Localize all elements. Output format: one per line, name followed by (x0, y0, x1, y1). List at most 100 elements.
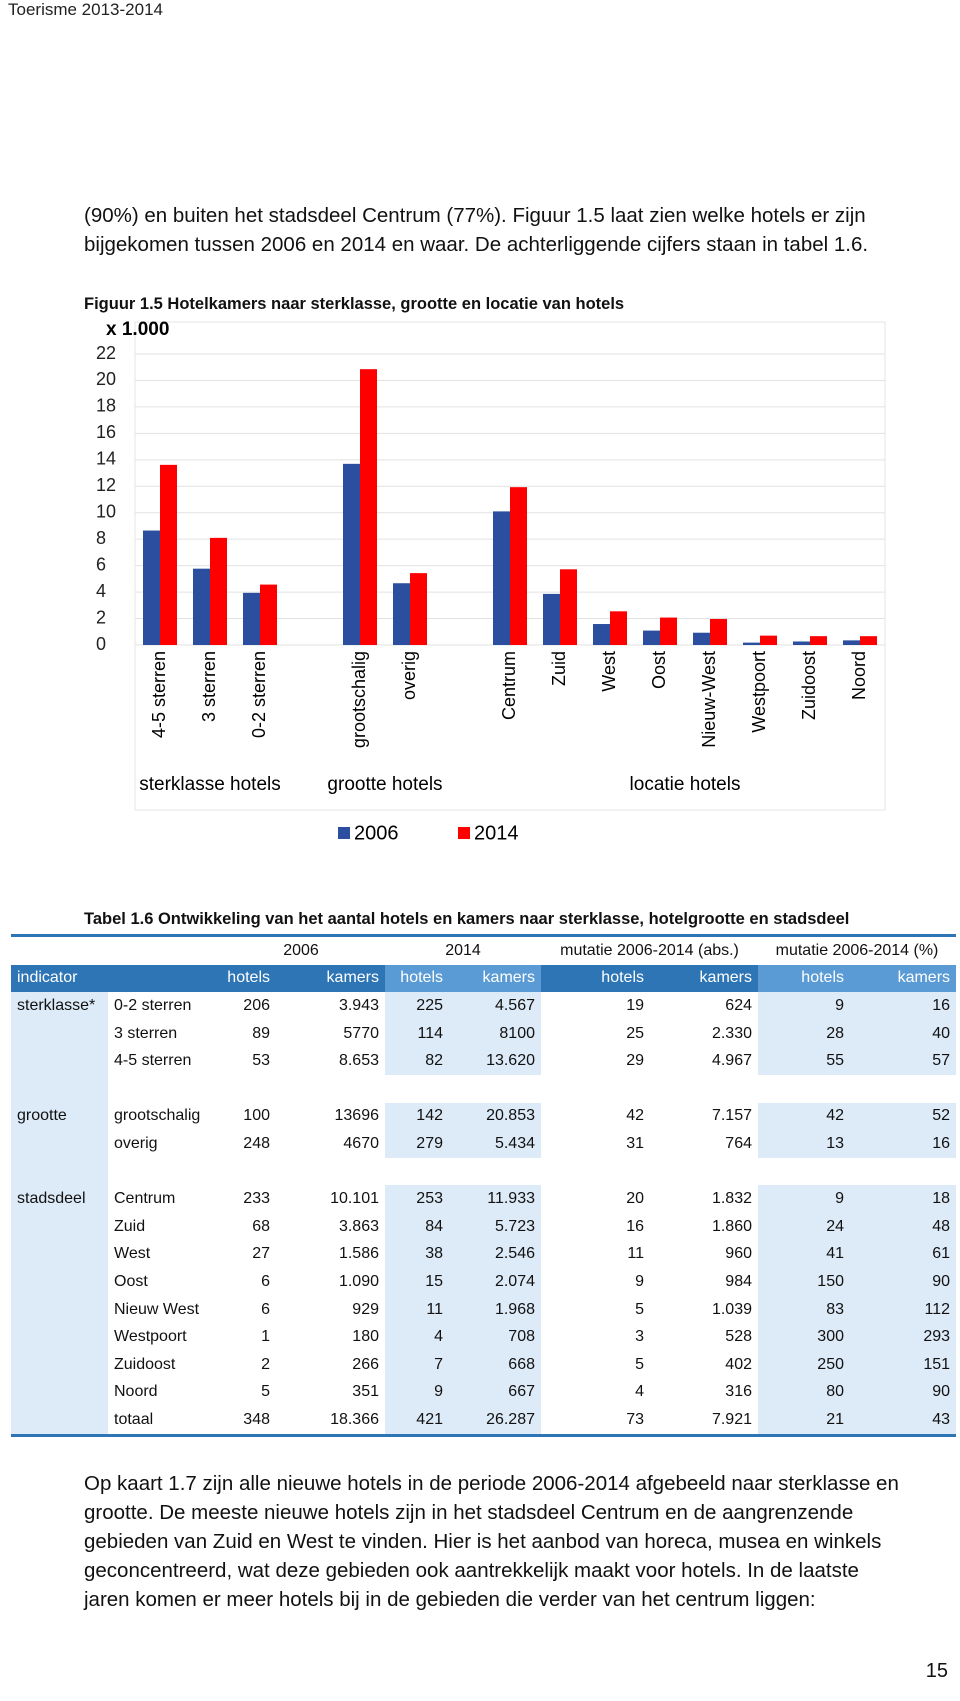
table-cell: 293 (850, 1323, 957, 1351)
table-cell: 19 (626, 996, 644, 1014)
table-cell: 1.860 (711, 1217, 752, 1235)
y-tick-label: 16 (96, 422, 116, 442)
table-row: totaal 348 18.366 421 26.287 73 7.921 21 43 (11, 1406, 957, 1436)
bar (493, 511, 510, 645)
spacer-cell (276, 1075, 385, 1103)
data-table: 2006 2014 mutatie 2006-2014 (abs.) mutatie … (11, 934, 957, 1437)
row-group-label: stadsdeel (11, 1185, 108, 1213)
table-cell: 7.157 (711, 1107, 752, 1125)
table-cell: 1.090 (338, 1272, 379, 1290)
table-cell: 351 (352, 1383, 379, 1401)
column-group-header: 2006 (283, 941, 319, 959)
table-cell (11, 1019, 108, 1048)
group-label: sterklasse hotels (139, 774, 281, 795)
table-cell: 90 (850, 1378, 957, 1407)
text-line: (90%) en buiten het stadsdeel Centrum (7… (84, 204, 866, 227)
table-cell: Nieuw West (114, 1300, 200, 1318)
table-cell: 5 (635, 1355, 644, 1373)
table-cell: 1.832 (711, 1190, 752, 1208)
y-tick-label: 0 (96, 634, 106, 654)
table-cell: 5 (635, 1300, 644, 1318)
bar (160, 464, 177, 645)
spacer-cell (850, 1075, 956, 1103)
table-cell: 43 (850, 1406, 957, 1436)
y-tick-label: 8 (96, 528, 106, 548)
bar (660, 617, 677, 645)
table-cell: 668 (449, 1350, 541, 1379)
bar (593, 624, 610, 645)
table-cell: 100 (243, 1107, 270, 1125)
table-cell: 55 (758, 1047, 850, 1075)
table-cell: 42 (758, 1102, 850, 1131)
table-cell: 42 (626, 1107, 644, 1125)
table-row: 2006 2014 mutatie 2006-2014 (abs.) mutatie … (11, 935, 957, 965)
bar (793, 641, 810, 645)
table-cell: 38 (385, 1240, 449, 1269)
table-cell: 0-2 sterren (114, 996, 192, 1014)
table-cell: 20.853 (449, 1102, 541, 1131)
x-tick-label: Zuid (549, 651, 569, 686)
table-cell: 11 (627, 1245, 644, 1263)
spacer-cell (650, 1075, 758, 1103)
table-cell: 528 (725, 1328, 752, 1346)
table-cell: 16 (626, 1217, 644, 1235)
table-cell: 2.074 (449, 1268, 541, 1296)
table-cell: 300 (758, 1323, 850, 1351)
table-row: indicator hotels kamers hotels kamers hotels k… (11, 964, 957, 993)
table-cell: 8100 (449, 1019, 541, 1048)
column-group-header: mutatie 2006-2014 (abs.) (560, 941, 739, 959)
text-line: geconcentreerd, wat deze gebieden ook aa… (84, 1559, 859, 1582)
spacer-cell (449, 1075, 541, 1103)
table-cell: 1.586 (338, 1245, 379, 1263)
spacer-cell (385, 1075, 449, 1103)
table-cell: 31 (626, 1134, 644, 1152)
table-cell (11, 1323, 108, 1351)
x-tick-label: Noord (849, 651, 869, 700)
table-cell (11, 1295, 108, 1324)
table-cell: 960 (725, 1245, 752, 1263)
group-label: locatie hotels (630, 774, 741, 795)
spacer-cell (385, 1158, 449, 1186)
bar (643, 630, 660, 645)
table-cell: 18 (850, 1185, 957, 1213)
table-cell: 40 (850, 1019, 957, 1048)
table-cell: 3 (635, 1328, 644, 1346)
table-cell: 16 (850, 992, 957, 1020)
table-cell: 253 (385, 1185, 449, 1213)
table-cell: 1.039 (711, 1300, 752, 1318)
table-row (11, 1157, 956, 1186)
table-cell: 11.933 (449, 1185, 541, 1213)
table-cell: 142 (385, 1102, 449, 1131)
bar (393, 583, 410, 645)
running-header: Toerisme 2013-2014 (8, 0, 163, 19)
header-cell: hotels (758, 964, 850, 993)
y-tick-label: 22 (96, 343, 116, 363)
table-cell: 4.567 (449, 992, 541, 1020)
table-cell: 206 (243, 996, 270, 1014)
row-group-label: grootte (11, 1102, 108, 1131)
table-cell: 73 (626, 1410, 644, 1428)
table-cell: 5.723 (449, 1212, 541, 1241)
table-cell: 8.653 (338, 1052, 379, 1070)
bar (560, 569, 577, 645)
table-cell: 1 (261, 1328, 270, 1346)
table-cell: 3.943 (338, 996, 379, 1014)
table-cell: 5.434 (449, 1130, 541, 1158)
table-cell: Westpoort (114, 1328, 187, 1346)
spacer-cell (108, 1075, 217, 1103)
table-cell: 26.287 (449, 1406, 541, 1436)
x-tick-label: Centrum (499, 651, 519, 720)
text-line: gebieden van Zuid en West te vinden. Hie… (84, 1530, 882, 1553)
table-cell: 16 (850, 1130, 957, 1158)
table-cell (11, 1240, 108, 1269)
table-cell: 667 (449, 1378, 541, 1407)
table-cell: 28 (758, 1019, 850, 1048)
table-cell: 279 (385, 1130, 449, 1158)
page-number: 15 (925, 1660, 948, 1682)
header-cell: indicator (11, 964, 108, 993)
table-cell: 9 (385, 1378, 449, 1407)
y-tick-label: 12 (96, 475, 116, 495)
table-cell: 82 (385, 1047, 449, 1075)
table-cell: 9 (758, 992, 850, 1020)
table-row: stadsdeel Centrum 233 10.101 253 11.933 20 1.83… (11, 1185, 957, 1213)
